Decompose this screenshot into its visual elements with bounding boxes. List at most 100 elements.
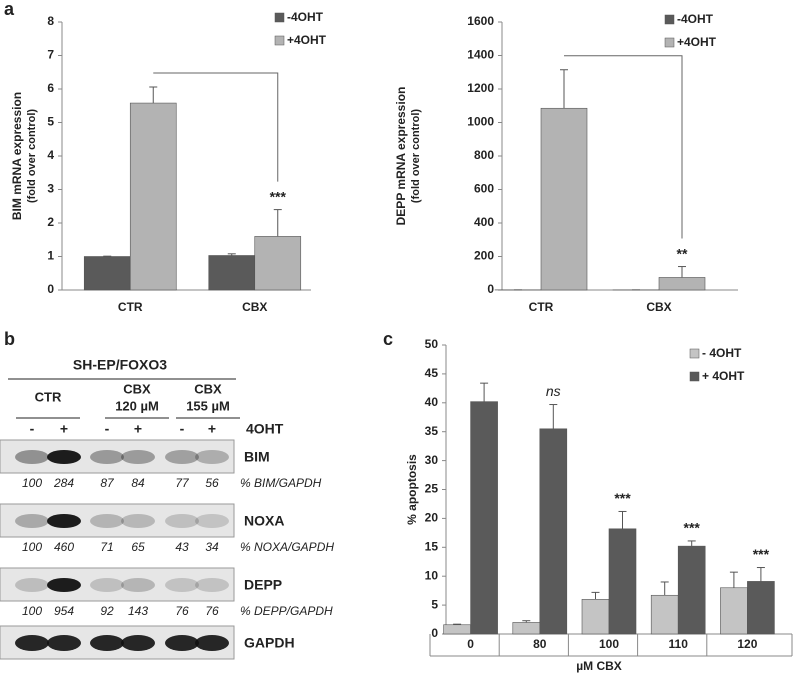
band bbox=[90, 578, 124, 592]
quant-label: % NOXA/GAPDH bbox=[240, 540, 334, 554]
legend-swatch bbox=[274, 35, 285, 46]
treatment-label: 4OHT bbox=[246, 421, 284, 437]
bar bbox=[470, 401, 498, 635]
x-tick-label: 110 bbox=[669, 637, 689, 651]
x-axis-label: µM CBX bbox=[576, 659, 622, 673]
y-tick-label: 30 bbox=[425, 453, 439, 467]
bar bbox=[443, 624, 471, 635]
y-tick-label: 0 bbox=[487, 282, 494, 296]
quant-value: 77 bbox=[175, 476, 190, 490]
y-tick-label: 2 bbox=[47, 215, 54, 229]
protein-label: GAPDH bbox=[244, 635, 295, 651]
y-tick-label: 200 bbox=[474, 249, 494, 263]
quant-label: % BIM/GAPDH bbox=[240, 476, 322, 490]
bar bbox=[677, 545, 706, 635]
y-tick-label: 20 bbox=[425, 511, 439, 525]
x-tick-label: 120 bbox=[737, 637, 757, 651]
y-tick-label: 35 bbox=[425, 424, 439, 438]
legend-swatch bbox=[664, 14, 675, 25]
y-tick-label: 6 bbox=[47, 81, 54, 95]
bracket bbox=[153, 72, 279, 182]
lane-label: + bbox=[208, 421, 216, 437]
bar bbox=[83, 256, 131, 291]
y-tick-label: 800 bbox=[474, 148, 494, 162]
x-tick-label: CTR bbox=[118, 300, 143, 314]
y-tick-label: 3 bbox=[47, 182, 54, 196]
band bbox=[121, 450, 155, 464]
band bbox=[165, 578, 199, 592]
x-tick-label: CTR bbox=[529, 300, 554, 314]
x-tick-label: CBX bbox=[646, 300, 671, 314]
y-tick-label: 0 bbox=[431, 626, 438, 640]
bar bbox=[581, 599, 610, 635]
y-tick-label: 4 bbox=[47, 148, 54, 162]
band bbox=[195, 578, 229, 592]
band bbox=[90, 514, 124, 528]
significance: *** bbox=[270, 188, 287, 204]
y-tick-label: 7 bbox=[47, 48, 54, 62]
y-tick-label: 1600 bbox=[467, 14, 494, 28]
band bbox=[47, 450, 81, 464]
y-axis-label: DEPP mRNA expression bbox=[394, 87, 408, 226]
bar bbox=[658, 277, 706, 291]
y-tick-label: 600 bbox=[474, 182, 494, 196]
quant-value: 100 bbox=[22, 540, 42, 554]
y-tick-label: 1 bbox=[47, 249, 54, 263]
panel-label: a bbox=[4, 0, 15, 19]
y-tick-label: 1400 bbox=[467, 48, 494, 62]
x-tick-label: 100 bbox=[599, 637, 619, 651]
panel-label: c bbox=[383, 329, 393, 349]
quant-value: 954 bbox=[54, 604, 74, 618]
band bbox=[15, 450, 49, 464]
band bbox=[165, 635, 199, 651]
quant-value: 76 bbox=[175, 604, 189, 618]
bar bbox=[650, 594, 679, 635]
lane-label: - bbox=[30, 421, 35, 437]
lane-label: + bbox=[134, 421, 142, 437]
quant-value: 34 bbox=[205, 540, 219, 554]
legend-label: +4OHT bbox=[287, 33, 327, 47]
bar bbox=[747, 581, 775, 635]
legend-swatch bbox=[689, 371, 700, 382]
band bbox=[121, 578, 155, 592]
band bbox=[195, 450, 229, 464]
quant-label: % DEPP/GAPDH bbox=[240, 604, 333, 618]
band bbox=[121, 514, 155, 528]
y-tick-label: 40 bbox=[425, 395, 439, 409]
quant-value: 84 bbox=[131, 476, 145, 490]
quant-value: 76 bbox=[205, 604, 219, 618]
quant-value: 65 bbox=[131, 540, 145, 554]
band bbox=[121, 635, 155, 651]
bar bbox=[208, 255, 256, 291]
bar bbox=[720, 587, 748, 635]
bar bbox=[512, 622, 541, 635]
quant-value: 87 bbox=[100, 476, 115, 490]
band bbox=[15, 578, 49, 592]
panel-label: b bbox=[4, 329, 15, 349]
bar bbox=[608, 528, 637, 635]
y-tick-label: 400 bbox=[474, 215, 494, 229]
y-axis-label: BIM mRNA expression bbox=[10, 92, 24, 220]
protein-label: DEPP bbox=[244, 577, 282, 593]
y-tick-label: 1000 bbox=[467, 115, 494, 129]
blot-title: SH-EP/FOXO3 bbox=[73, 357, 167, 373]
quant-value: 460 bbox=[54, 540, 74, 554]
y-tick-label: 25 bbox=[425, 482, 439, 496]
bar bbox=[254, 236, 302, 291]
significance: *** bbox=[684, 520, 701, 536]
quant-value: 100 bbox=[22, 604, 42, 618]
band bbox=[165, 450, 199, 464]
quant-value: 43 bbox=[175, 540, 189, 554]
y-axis-label-sub: (fold over control) bbox=[410, 109, 422, 203]
x-tick-label: 80 bbox=[533, 637, 547, 651]
bar bbox=[539, 428, 568, 635]
quant-value: 92 bbox=[100, 604, 114, 618]
legend-label: -4OHT bbox=[287, 10, 324, 24]
quant-value: 100 bbox=[22, 476, 42, 490]
protein-label: BIM bbox=[244, 449, 270, 465]
blot-strip bbox=[0, 503, 235, 538]
y-tick-label: 10 bbox=[425, 568, 439, 582]
group-label: 120 µM bbox=[115, 398, 159, 413]
lane-label: - bbox=[180, 421, 185, 437]
